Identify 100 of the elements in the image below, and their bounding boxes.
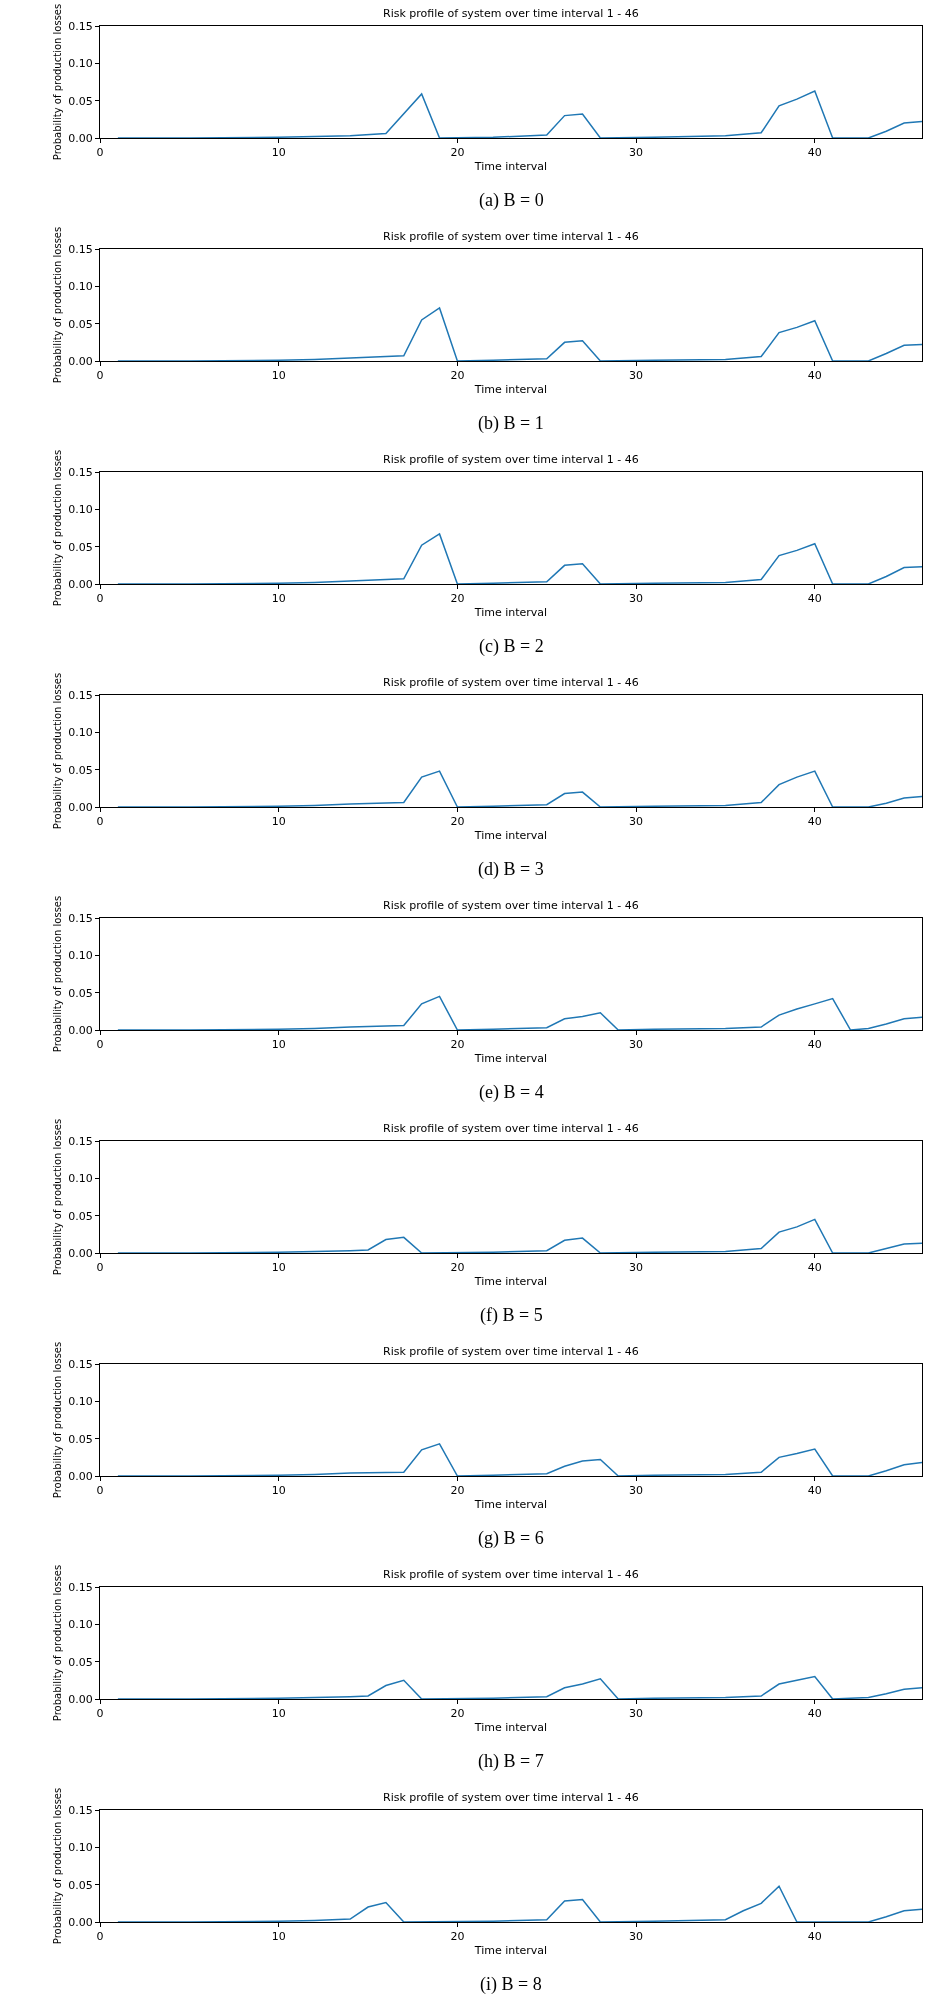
text: (f) B = 5 [480,1305,543,1326]
x-tick-label: 20 [450,592,465,606]
x-tick-label: 30 [629,369,644,383]
chart-title: Risk profile of system over time interval 1 - 46 [383,1345,639,1358]
line-series [117,90,922,138]
x-tick-label: 20 [450,1484,465,1498]
x-tick-label: 40 [807,1930,822,1944]
x-tick-label: 10 [271,369,286,383]
y-axis-title: Probability of production losses [52,895,64,1053]
y-tick-label: 0.15 [68,1134,93,1148]
y-tick-label: 0.05 [68,94,93,108]
x-axis-title: Time interval [473,160,548,174]
x-tick-label: 30 [629,1930,644,1944]
chart-title: Risk profile of system over time interval 1 - 46 [383,676,639,689]
chart-title: Risk profile of system over time interval 1 - 46 [383,1791,639,1804]
y-axis-title: Probability of production losses [52,672,64,830]
y-tick-label: 0.00 [68,354,93,368]
x-tick-label: 10 [271,1484,286,1498]
x-tick-label: 10 [271,146,286,160]
x-tick-label: 10 [271,1261,286,1275]
y-axis-title: Probability of production losses [52,226,64,384]
line-series [117,533,922,584]
x-tick-label: 40 [807,592,822,606]
y-tick-label: 0.10 [68,57,93,71]
x-axis-title: Time interval [473,1275,548,1289]
x-tick-label: 40 [807,1261,822,1275]
x-tick-label: 30 [629,1038,644,1052]
y-tick-label: 0.00 [68,577,93,591]
y-tick-label: 0.05 [68,763,93,777]
text: (d) B = 3 [478,859,544,880]
line-series [117,1443,922,1476]
x-tick-label: 0 [96,1930,104,1944]
line-series [117,1885,922,1922]
text: (c) B = 2 [479,636,544,657]
chart-title: Risk profile of system over time interval 1 - 46 [383,899,639,912]
x-tick-label: 10 [271,1707,286,1721]
y-tick-label: 0.00 [68,131,93,145]
y-axis-title: Probability of production losses [52,1787,64,1945]
x-tick-label: 20 [450,1038,465,1052]
x-axis-title: Time interval [473,1944,548,1958]
y-tick-label: 0.05 [68,317,93,331]
line-series [117,307,922,361]
x-tick-label: 0 [96,592,104,606]
text: (i) B = 8 [480,1974,542,1995]
text: (g) B = 6 [478,1528,544,1549]
x-tick-label: 10 [271,1038,286,1052]
y-tick-label: 0.15 [68,1357,93,1371]
y-axis-title: Probability of production losses [52,1341,64,1499]
y-axis-title: Probability of production losses [52,3,64,161]
y-tick-label: 0.10 [68,1395,93,1409]
y-tick-label: 0.15 [68,911,93,925]
x-tick-label: 40 [807,1038,822,1052]
x-tick-label: 30 [629,1707,644,1721]
y-tick-label: 0.05 [68,540,93,554]
x-tick-label: 0 [96,1484,104,1498]
y-tick-label: 0.00 [68,1246,93,1260]
y-tick-label: 0.10 [68,949,93,963]
y-tick-label: 0.10 [68,1172,93,1186]
x-tick-label: 0 [96,146,104,160]
y-tick-label: 0.00 [68,1915,93,1929]
x-tick-label: 30 [629,815,644,829]
x-tick-label: 30 [629,592,644,606]
chart-title: Risk profile of system over time interval 1 - 46 [383,230,639,243]
chart-title: Risk profile of system over time interval 1 - 46 [383,453,639,466]
x-tick-label: 20 [450,1707,465,1721]
text: (e) B = 4 [479,1082,544,1103]
y-tick-label: 0.00 [68,1469,93,1483]
x-axis-title: Time interval [473,829,548,843]
chart-title: Risk profile of system over time interval 1 - 46 [383,1568,639,1581]
y-axis-title: Probability of production losses [52,1118,64,1276]
y-tick-label: 0.15 [68,242,93,256]
x-tick-label: 40 [807,1484,822,1498]
chart-title: Risk profile of system over time interval 1 - 46 [383,7,639,20]
x-tick-label: 0 [96,1261,104,1275]
y-tick-label: 0.10 [68,1841,93,1855]
x-tick-label: 40 [807,369,822,383]
line-series [117,1675,922,1699]
line-series [117,1218,922,1253]
x-tick-label: 0 [96,815,104,829]
x-axis-title: Time interval [473,1498,548,1512]
x-tick-label: 30 [629,1261,644,1275]
text: (a) B = 0 [479,190,544,211]
x-tick-label: 10 [271,1930,286,1944]
x-tick-label: 20 [450,815,465,829]
y-axis-title: Probability of production losses [52,449,64,607]
x-tick-label: 40 [807,146,822,160]
x-axis-title: Time interval [473,1052,548,1066]
text: (h) B = 7 [478,1751,544,1772]
x-tick-label: 0 [96,1038,104,1052]
x-tick-label: 0 [96,369,104,383]
chart-title: Risk profile of system over time interval 1 - 46 [383,1122,639,1135]
x-tick-label: 20 [450,369,465,383]
y-tick-label: 0.10 [68,503,93,517]
x-axis-title: Time interval [473,1721,548,1735]
y-tick-label: 0.00 [68,1023,93,1037]
y-tick-label: 0.05 [68,1432,93,1446]
x-axis-title: Time interval [473,606,548,620]
y-tick-label: 0.05 [68,1878,93,1892]
text: (b) B = 1 [478,413,544,434]
y-tick-label: 0.05 [68,1209,93,1223]
